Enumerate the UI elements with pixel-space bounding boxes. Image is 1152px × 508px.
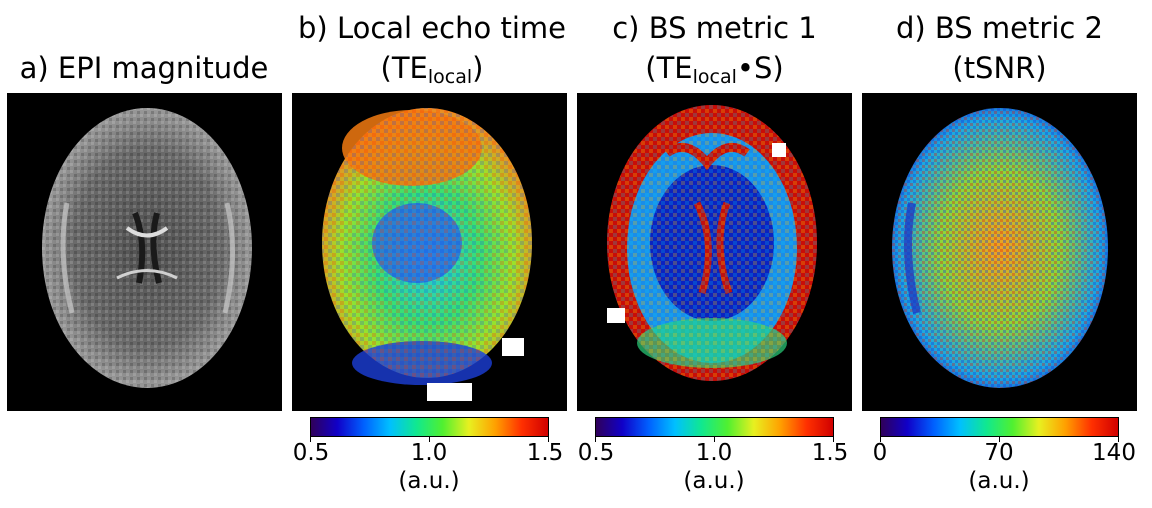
- panel-b-colorbar: [310, 417, 549, 437]
- panel-b-tick-label: 1.0: [410, 440, 448, 466]
- panel-c-colorbar-unit: (a.u.): [683, 468, 745, 494]
- panel-d-tick-label: 140: [1092, 440, 1136, 466]
- panel-b-tick: [429, 436, 430, 442]
- panel-b-local-echo-time-map: [292, 93, 567, 411]
- panel-b-colorbar-unit: (a.u.): [398, 468, 460, 494]
- panel-c-bs-metric-1-map: [577, 93, 852, 411]
- panel-d-tick: [999, 436, 1000, 442]
- panel-b-tick-label: 0.5: [292, 440, 330, 466]
- panel-c-tick: [714, 436, 715, 442]
- panel-b-title-line1: b) Local echo time: [298, 11, 566, 45]
- panel-c-title-line1: c) BS metric 1: [612, 11, 817, 45]
- panel-b-tick: [310, 436, 311, 442]
- panel-d-title-line1: d) BS metric 2: [895, 11, 1103, 45]
- panel-c-tick-label: 0.5: [577, 440, 615, 466]
- panel-c-title-line2: (TElocal•S): [645, 51, 784, 88]
- panel-a-epi-image: [7, 93, 282, 411]
- panel-a-title: a) EPI magnitude: [19, 51, 269, 85]
- panel-c-tick-label: 1.5: [811, 440, 849, 466]
- panel-c-tick-label: 1.0: [695, 440, 733, 466]
- panel-d-tick: [1118, 436, 1119, 442]
- panel-d-tick: [880, 436, 881, 442]
- panel-b-tick-label: 1.5: [526, 440, 564, 466]
- panel-d-colorbar: [880, 417, 1119, 437]
- panel-d-tick-label: 70: [984, 440, 1014, 466]
- panel-d-tick-label: 0: [872, 440, 888, 466]
- panel-d-title-line2: (tSNR): [952, 51, 1047, 85]
- panel-b-tick: [548, 436, 549, 442]
- panel-c-tick: [833, 436, 834, 442]
- panel-d-tsnr-map: [862, 93, 1137, 411]
- panel-c-colorbar: [595, 417, 834, 437]
- panel-b-title-line2: (TElocal): [380, 51, 484, 88]
- panel-d-colorbar-unit: (a.u.): [968, 468, 1030, 494]
- panel-c-tick: [595, 436, 596, 442]
